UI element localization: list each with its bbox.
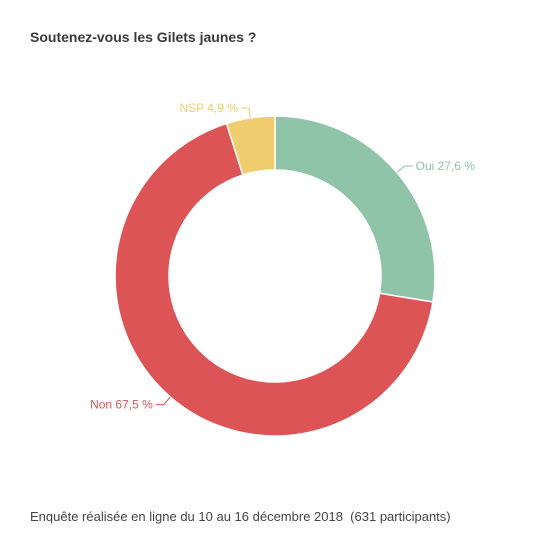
leader-line-oui [396,165,413,173]
slice-nsp [225,115,276,176]
slice-non [114,122,434,437]
slice-oui [274,115,436,303]
slice-label-non: Non 67,5 % [90,398,153,412]
chart-footnote: Enquête réalisée en ligne du 10 au 16 dé… [30,509,451,524]
chart-title: Soutenez-vous les Gilets jaunes ? [30,29,257,45]
slice-label-nsp: NSP 4,9 % [179,101,238,115]
donut-chart: Oui 27,6 % Non 67,5 % NSP 4,9 % [90,101,476,437]
slice-label-oui: Oui 27,6 % [416,159,476,173]
leader-line-nsp [240,107,251,118]
leader-line-non [155,396,171,406]
